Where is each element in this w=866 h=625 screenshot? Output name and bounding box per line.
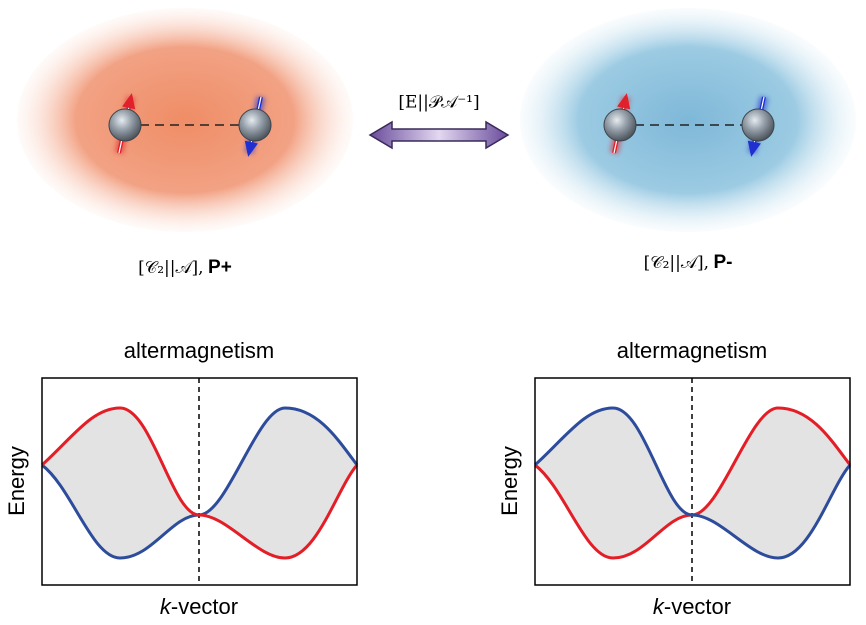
atom [603, 108, 637, 142]
plot-frame [534, 377, 851, 586]
atom [741, 108, 775, 142]
band-panel: altermagnetism Energy k-vector [4, 338, 359, 619]
blue-cloud [520, 8, 856, 232]
x-label-italic: k [160, 594, 172, 619]
panel-title: altermagnetism [617, 338, 767, 363]
double-arrow [368, 120, 510, 150]
spin-head [617, 93, 631, 110]
band-panel: altermagnetism Energy k-vector [497, 338, 852, 619]
y-axis-label: Energy [4, 446, 29, 516]
plot-frame [41, 377, 358, 586]
atom [108, 108, 142, 142]
state: P+ [208, 257, 232, 278]
state: P- [713, 252, 732, 273]
atom [238, 108, 272, 142]
symmetry: [𝒞₂||𝒜], [138, 258, 203, 278]
x-label-italic: k [653, 594, 665, 619]
spin-head [747, 140, 761, 157]
y-axis-label: Energy [497, 446, 522, 516]
x-axis-label: k-vector [160, 594, 238, 619]
x-label-rest: -vector [171, 594, 238, 619]
x-label-rest: -vector [664, 594, 731, 619]
atoms [108, 93, 775, 157]
x-axis-label: k-vector [653, 594, 731, 619]
band-curve [40, 406, 359, 560]
band-curve [533, 406, 852, 560]
panel-title: altermagnetism [124, 338, 274, 363]
band-gap-fill [535, 408, 850, 558]
orange-cloud [17, 8, 353, 232]
arrow-label: [E||𝒫𝒜⁻¹] [398, 93, 479, 113]
right-label: [𝒞₂||𝒜], P- [644, 252, 733, 273]
symmetry: [𝒞₂||𝒜], [644, 253, 709, 273]
spin-head [122, 93, 136, 110]
panels: altermagnetismEnergyk-vectoraltermagneti… [4, 338, 852, 619]
left-label: [𝒞₂||𝒜], P+ [138, 257, 232, 278]
band-gap-fill [42, 408, 357, 558]
spin-head [244, 140, 258, 157]
